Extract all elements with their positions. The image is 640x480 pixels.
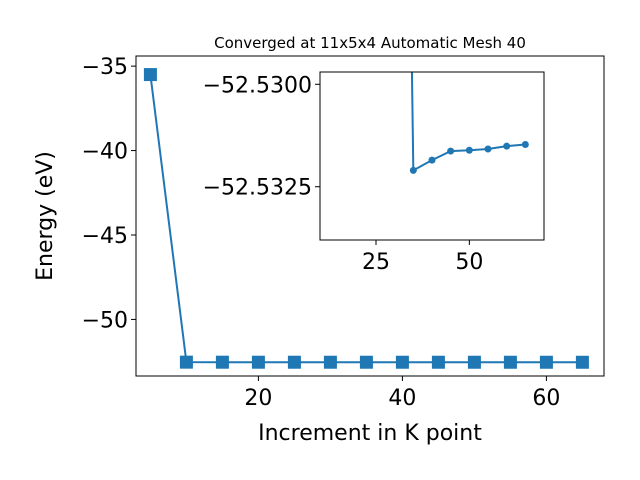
main-data-point bbox=[395, 355, 409, 369]
main-data-point bbox=[467, 355, 481, 369]
inset-data-point bbox=[503, 142, 511, 150]
inset-plot-frame bbox=[319, 71, 545, 241]
main-data-point bbox=[323, 355, 337, 369]
main-data-point bbox=[143, 68, 157, 82]
main-data-point bbox=[179, 355, 193, 369]
main-data-point bbox=[539, 355, 553, 369]
y-axis-label: Energy (eV) bbox=[33, 151, 58, 281]
inset-data-point bbox=[521, 141, 529, 149]
main-data-point bbox=[503, 355, 517, 369]
chart-title: Converged at 11x5x4 Automatic Mesh 40 bbox=[214, 34, 526, 52]
main-y-tick-label: −50 bbox=[82, 308, 128, 333]
inset-data-point bbox=[428, 156, 436, 164]
inset-data-point bbox=[409, 166, 417, 174]
main-plot: 20 40 60 −35 −40 −45 −50 bbox=[82, 55, 605, 411]
main-y-tick-label: −40 bbox=[82, 140, 128, 165]
inset-x-tick-label: 25 bbox=[362, 250, 390, 275]
main-data-point bbox=[359, 355, 373, 369]
x-axis-label: Increment in K point bbox=[258, 421, 482, 446]
inset-series-line bbox=[409, 72, 529, 174]
main-x-tick-label: 40 bbox=[388, 386, 416, 411]
main-y-axis: −35 −40 −45 −50 bbox=[82, 55, 136, 333]
inset-background bbox=[320, 72, 544, 240]
inset-data-point bbox=[447, 147, 455, 155]
main-data-point bbox=[251, 355, 265, 369]
inset-y-axis: −52.5325 −52.5300 bbox=[203, 73, 320, 201]
inset-x-axis: 25 50 bbox=[362, 240, 483, 275]
inset-y-tick-label: −52.5325 bbox=[203, 176, 312, 201]
inset-data-point bbox=[484, 145, 492, 153]
main-x-tick-label: 60 bbox=[532, 386, 560, 411]
main-x-axis: 20 40 60 bbox=[244, 376, 560, 411]
inset-plot: 25 50 −52.5325 −52.5300 bbox=[203, 71, 545, 275]
main-series-line bbox=[143, 68, 589, 369]
main-x-tick-label: 20 bbox=[244, 386, 272, 411]
main-plot-frame bbox=[135, 55, 605, 377]
main-y-tick-label: −45 bbox=[82, 224, 128, 249]
inset-data-point bbox=[465, 146, 473, 154]
main-data-point bbox=[287, 355, 301, 369]
main-data-point bbox=[575, 355, 589, 369]
inset-y-tick-label: −52.5300 bbox=[203, 73, 312, 98]
main-y-tick-label: −35 bbox=[82, 55, 128, 80]
inset-x-tick-label: 50 bbox=[455, 250, 483, 275]
main-data-point bbox=[431, 355, 445, 369]
main-data-point bbox=[215, 355, 229, 369]
